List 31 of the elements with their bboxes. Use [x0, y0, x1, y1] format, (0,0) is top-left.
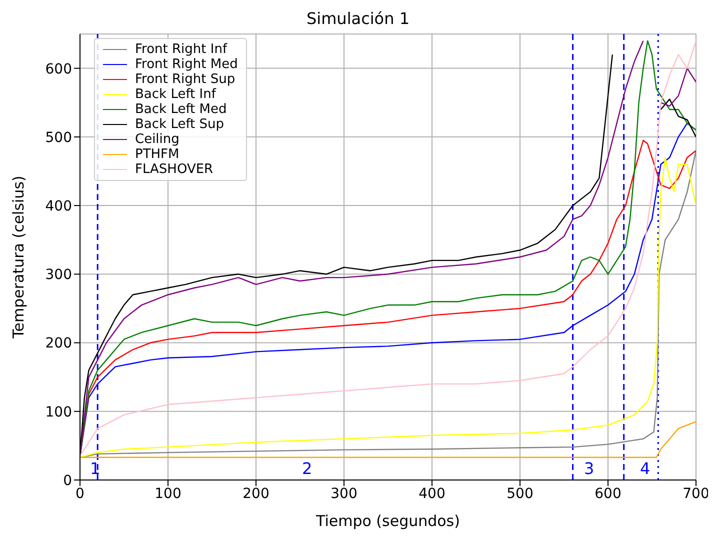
annotation: 2: [302, 459, 312, 478]
y-tick-label: 200: [45, 336, 72, 352]
y-tick-label: 500: [45, 130, 72, 146]
legend-label: Back Left Sup: [135, 117, 224, 132]
annotation: 4: [640, 459, 650, 478]
x-tick-label: 0: [76, 486, 84, 502]
legend-label: PTHFM: [135, 147, 180, 162]
y-axis-title: Temperatura (celsius): [9, 176, 28, 340]
x-tick-label: 700: [682, 486, 710, 502]
chart-title: Simulación 1: [305, 8, 410, 30]
legend-label: Front Right Med: [135, 57, 238, 72]
legend-label: Back Left Med: [135, 102, 227, 117]
x-tick-label: 300: [330, 486, 358, 502]
x-axis-title: Tiempo (segundos): [315, 512, 460, 530]
x-tick-label: 400: [418, 486, 446, 502]
x-tick-label: 100: [154, 486, 182, 502]
legend-label: Front Right Inf: [135, 42, 228, 57]
legend-label: Front Right Sup: [135, 72, 236, 87]
x-tick-label: 500: [506, 486, 534, 502]
x-tick-label: 200: [242, 486, 270, 502]
annotation: 1: [90, 459, 100, 478]
y-tick-label: 600: [45, 61, 72, 78]
legend-label: Ceiling: [135, 132, 180, 147]
y-tick-label: 100: [45, 404, 72, 420]
legend-label: FLASHOVER: [135, 162, 214, 177]
legend-label: Back Left Inf: [135, 87, 216, 102]
y-tick-label: 0: [63, 472, 72, 489]
annotation: 3: [584, 459, 594, 478]
y-tick-label: 400: [45, 198, 72, 215]
x-tick-label: 600: [594, 486, 622, 502]
y-tick-label: 300: [45, 267, 72, 284]
